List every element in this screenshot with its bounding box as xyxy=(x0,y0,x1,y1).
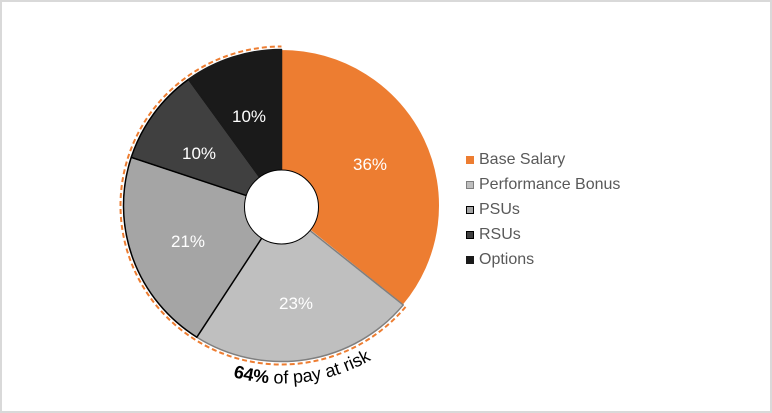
legend-item-psus: PSUs xyxy=(466,197,620,222)
slice-base-salary xyxy=(281,49,440,306)
legend-item-options: Options xyxy=(466,247,620,272)
slice-performance-bonus xyxy=(196,206,404,363)
legend-label: Options xyxy=(479,250,535,268)
legend: Base Salary Performance Bonus PSUs RSUs … xyxy=(466,147,620,272)
slice-options xyxy=(187,48,283,208)
slice-label-rsus: 10% xyxy=(182,144,216,163)
donut-slices xyxy=(122,48,440,363)
at-risk-percent: 64% xyxy=(232,361,270,387)
legend-label: Base Salary xyxy=(479,150,566,168)
donut-hole xyxy=(244,169,319,245)
legend-item-rsus: RSUs xyxy=(466,222,620,247)
legend-label: Performance Bonus xyxy=(479,175,621,193)
slice-psus xyxy=(122,156,283,338)
slice-label-performance-bonus: 23% xyxy=(279,294,313,313)
legend-label: PSUs xyxy=(479,200,520,218)
at-risk-highlight-arc xyxy=(119,45,407,366)
legend-swatch-icon xyxy=(466,255,474,264)
slice-labels: 36% 23% 21% 10% 10% xyxy=(171,107,387,313)
legend-swatch-icon xyxy=(466,180,474,189)
slice-label-options: 10% xyxy=(232,107,266,126)
legend-swatch-icon xyxy=(466,155,474,164)
slice-label-base-salary: 36% xyxy=(353,155,387,174)
legend-item-base-salary: Base Salary xyxy=(466,147,620,172)
legend-swatch-icon xyxy=(466,205,474,214)
legend-item-performance-bonus: Performance Bonus xyxy=(466,172,620,197)
slice-label-psus: 21% xyxy=(171,232,205,251)
legend-swatch-icon xyxy=(466,230,474,239)
legend-label: RSUs xyxy=(479,225,521,243)
